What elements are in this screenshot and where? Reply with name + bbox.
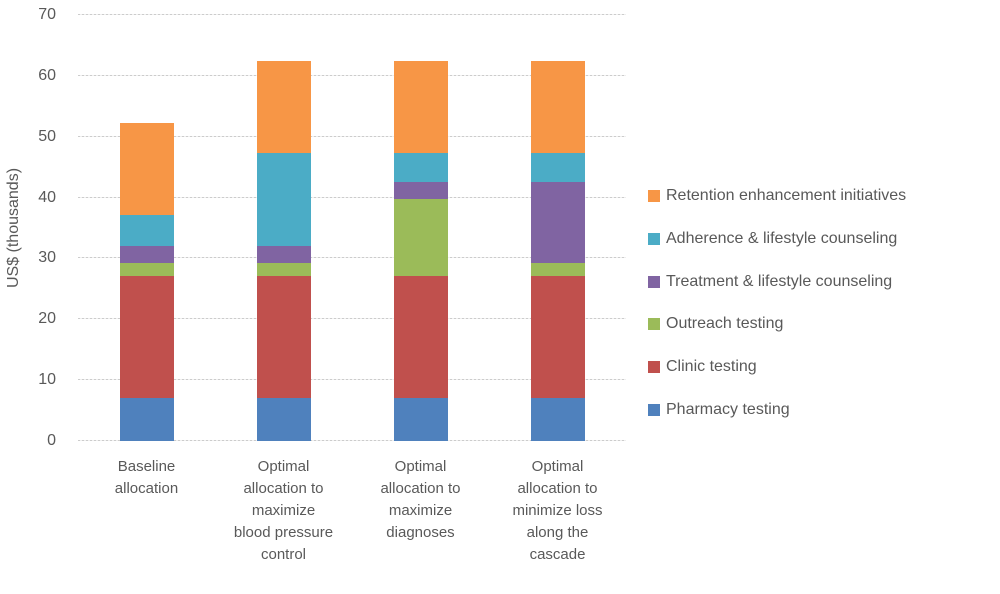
bar-segment xyxy=(530,263,585,277)
bar-segment xyxy=(256,246,311,264)
bar-segment xyxy=(393,182,448,199)
bar-segment xyxy=(119,276,174,398)
plot-area xyxy=(78,14,626,441)
bar-segment xyxy=(530,397,585,441)
x-category-label: Baseline allocation xyxy=(114,458,179,497)
legend-item: Treatment & lifestyle counseling xyxy=(648,260,906,303)
bar-segment xyxy=(393,198,448,277)
bar-segment xyxy=(256,60,311,154)
gridline xyxy=(78,318,626,320)
gridline xyxy=(78,257,626,259)
bar-segment xyxy=(530,153,585,183)
legend-item: Adherence & lifestyle counseling xyxy=(648,218,906,261)
bar-group xyxy=(119,15,174,441)
bar-group xyxy=(530,15,585,441)
legend-swatch xyxy=(648,403,660,416)
bar-segment xyxy=(393,153,448,183)
y-tick-label: 30 xyxy=(38,249,56,267)
bar-segment xyxy=(393,60,448,154)
bar-segment xyxy=(119,123,174,216)
y-tick-label: 10 xyxy=(38,371,56,389)
bar-segment xyxy=(119,246,174,264)
bar-segment xyxy=(256,397,311,441)
gridline xyxy=(78,14,626,15)
legend-swatch xyxy=(648,275,660,288)
legend-label: Adherence & lifestyle counseling xyxy=(666,230,898,248)
gridline xyxy=(78,196,626,198)
bar-segment xyxy=(119,215,174,247)
y-tick-label: 40 xyxy=(38,188,56,206)
legend-swatch xyxy=(648,361,660,374)
legend: Retention enhancement initiatives Adheren… xyxy=(648,175,906,431)
legend-item: Clinic testing xyxy=(648,346,906,389)
x-category-label: Optimal allocation to maximize blood pre… xyxy=(233,458,334,563)
y-tick-label: 50 xyxy=(38,127,56,145)
x-axis-labels: Baseline allocation Optimal allocation to… xyxy=(78,456,626,586)
legend-label: Pharmacy testing xyxy=(666,400,790,418)
y-tick-label: 0 xyxy=(47,432,56,449)
y-tick-label: 20 xyxy=(38,310,56,328)
bar-group xyxy=(393,15,448,441)
legend-item: Outreach testing xyxy=(648,303,906,346)
bar-segment xyxy=(119,263,174,277)
gridline xyxy=(78,379,626,381)
y-tick-label: 70 xyxy=(38,6,56,23)
bar-segment xyxy=(119,397,174,441)
bar-segment xyxy=(530,182,585,264)
bar-group xyxy=(256,15,311,441)
y-axis-tick-labels: 0 10 20 30 40 50 60 70 xyxy=(18,6,56,449)
bar-segment xyxy=(530,276,585,398)
x-axis-line xyxy=(78,440,626,441)
bar-segment xyxy=(256,263,311,277)
legend-item: Retention enhancement initiatives xyxy=(648,175,906,218)
legend-swatch xyxy=(648,318,660,331)
y-tick-label: 60 xyxy=(38,66,56,84)
legend-label: Outreach testing xyxy=(666,315,784,333)
legend-item: Pharmacy testing xyxy=(648,388,906,431)
gridline xyxy=(78,135,626,137)
legend-swatch xyxy=(648,190,660,203)
gridline xyxy=(78,74,626,76)
legend-swatch xyxy=(648,233,660,246)
bar-segment xyxy=(393,276,448,398)
bar-segment xyxy=(256,276,311,398)
bar-segment xyxy=(393,397,448,441)
bar-segment xyxy=(256,153,311,247)
legend-label: Treatment & lifestyle counseling xyxy=(666,272,893,290)
x-category-label: Optimal allocation to maximize diagnoses xyxy=(380,458,461,541)
legend-label: Clinic testing xyxy=(666,358,757,376)
legend-label: Retention enhancement initiatives xyxy=(666,187,907,205)
x-category-label: Optimal allocation to minimize loss alon… xyxy=(512,458,603,563)
bar-segment xyxy=(530,60,585,154)
